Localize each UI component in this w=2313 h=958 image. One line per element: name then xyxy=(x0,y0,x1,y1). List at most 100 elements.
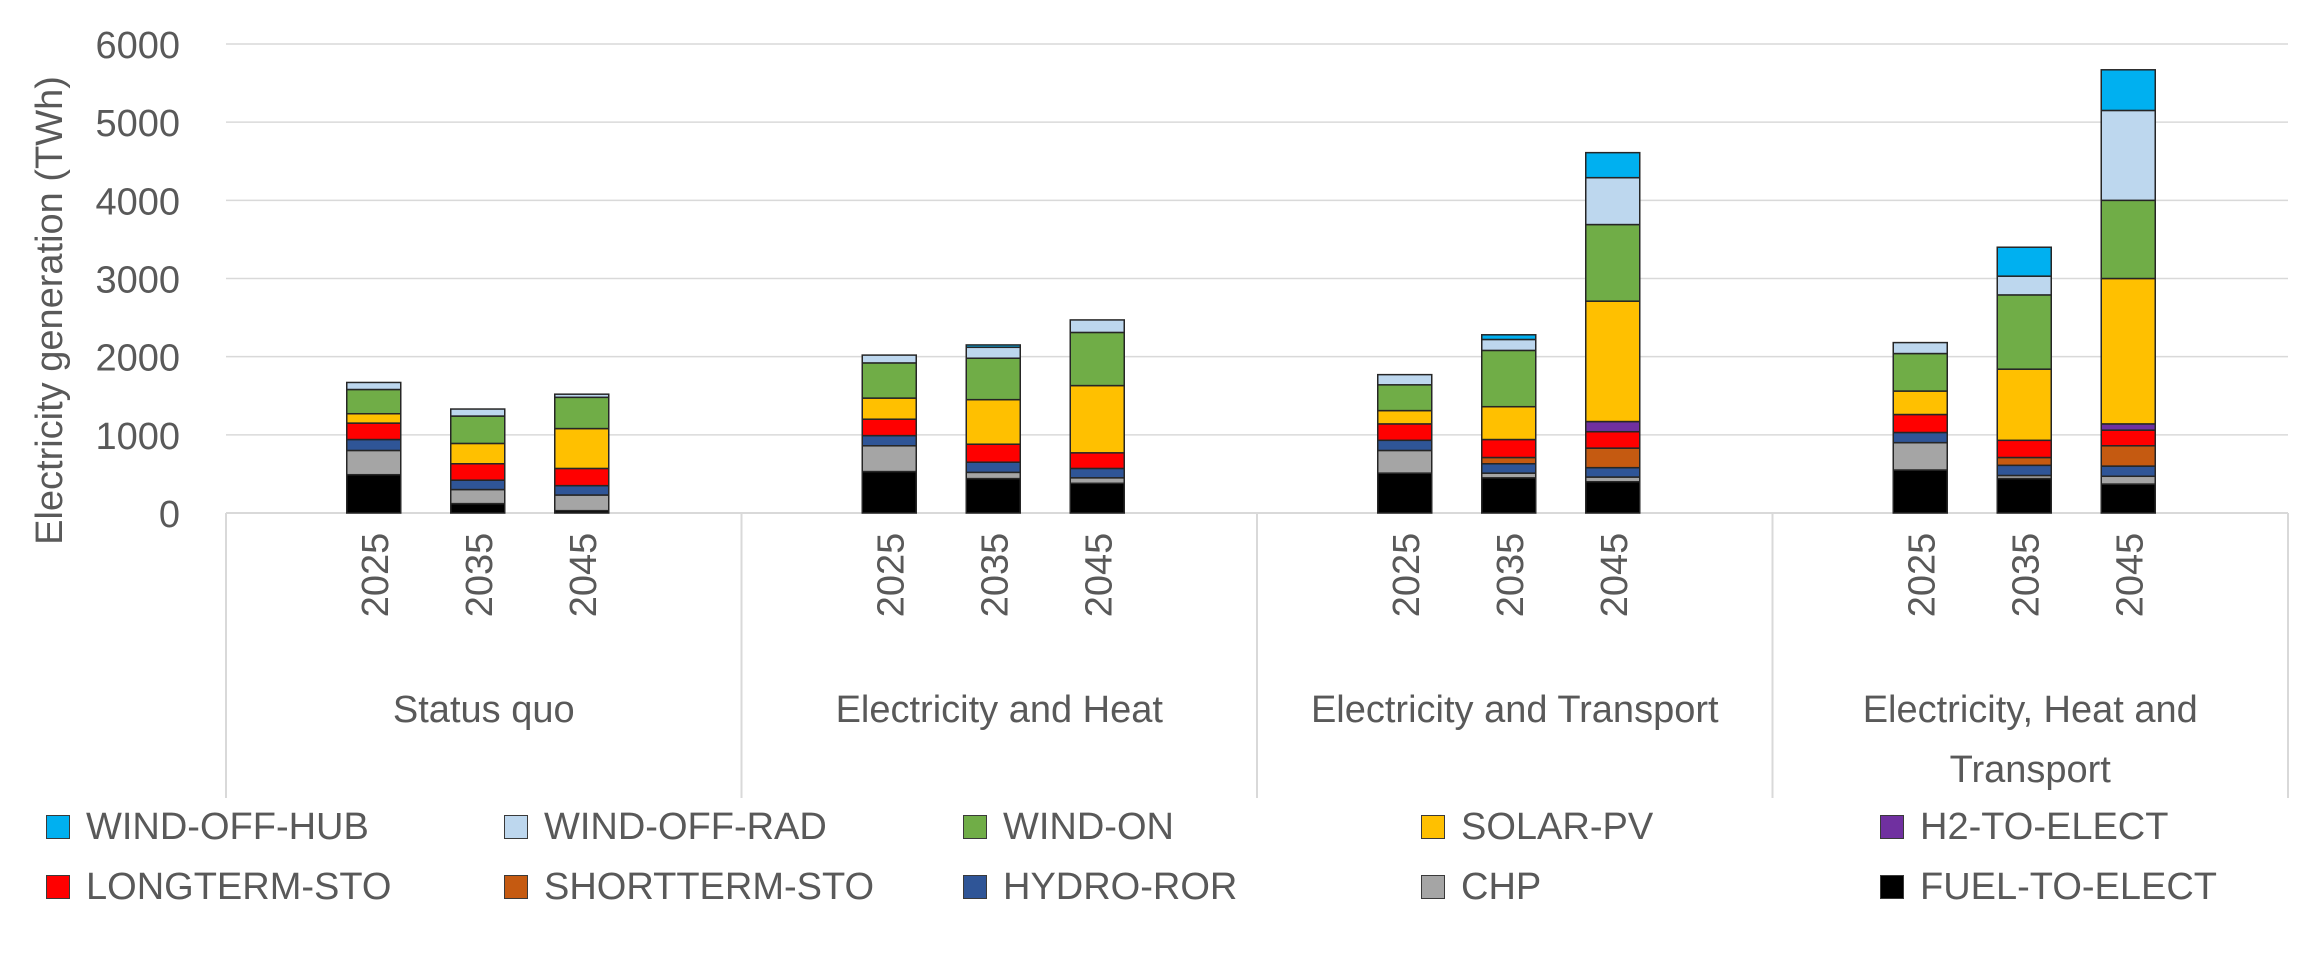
bar-segment-wind-on xyxy=(1996,294,2052,370)
bar-segment-wind-on xyxy=(965,357,1021,401)
bar-segment-wind-off-hub xyxy=(2100,69,2156,112)
bar-segment-wind-on xyxy=(1377,384,1433,412)
bar-segment-wind-off-rad xyxy=(1377,373,1433,386)
legend-item-fuel-to-elect: FUEL-TO-ELECT xyxy=(1880,865,2218,908)
bar-segment-wind-off-hub xyxy=(965,344,1021,349)
legend-item-solar-pv: SOLAR-PV xyxy=(1421,805,1654,848)
x-tick-label: 2045 xyxy=(1078,533,1120,618)
group-label: Electricity and Transport xyxy=(1311,689,1719,731)
bar-segment-hydro-ror xyxy=(2100,465,2156,478)
legend-swatch xyxy=(1421,875,1445,899)
bar-segment-hydro-ror xyxy=(1892,431,1948,444)
bar-segment-wind-on xyxy=(861,362,917,399)
bar-segment-wind-off-rad xyxy=(554,393,610,399)
bar-segment-wind-on xyxy=(1585,223,1641,302)
bar-segment-chp xyxy=(346,449,402,476)
legend-swatch xyxy=(46,815,70,839)
bar-segment-fuel-to-elect xyxy=(1481,477,1537,514)
bar-segment-longterm-sto xyxy=(1069,452,1125,470)
bar-segment-wind-on xyxy=(1481,349,1537,408)
legend-label: FUEL-TO-ELECT xyxy=(1920,865,2218,908)
legend-item-wind-off-hub: WIND-OFF-HUB xyxy=(46,805,369,848)
bar-segment-chp xyxy=(861,445,917,473)
bar-segment-shortterm-sto xyxy=(1585,447,1641,469)
y-tick-label: 5000 xyxy=(95,103,180,145)
y-tick-label: 3000 xyxy=(95,260,180,302)
legend-swatch xyxy=(504,815,528,839)
bar-segment-longterm-sto xyxy=(965,443,1021,463)
legend-label: WIND-OFF-RAD xyxy=(544,805,827,848)
group-label: Status quo xyxy=(393,689,575,731)
legend-item-hydro-ror: HYDRO-ROR xyxy=(963,865,1238,908)
legend-label: WIND-ON xyxy=(1003,805,1174,848)
bar-segment-wind-off-rad xyxy=(1996,275,2052,296)
bar-segment-fuel-to-elect xyxy=(1892,469,1948,514)
bar-segment-wind-off-rad xyxy=(965,346,1021,359)
legend-swatch xyxy=(46,875,70,899)
bar-segment-fuel-to-elect xyxy=(450,502,506,514)
legend-label: SOLAR-PV xyxy=(1461,805,1654,848)
bar-segment-solar-pv xyxy=(1892,390,1948,416)
y-tick-label: 0 xyxy=(159,494,180,536)
bar-segment-chp xyxy=(554,494,610,512)
bar-segment-longterm-sto xyxy=(1481,438,1537,459)
bar-segment-wind-off-rad xyxy=(1892,341,1948,355)
bar-segment-h2-to-elect xyxy=(1585,420,1641,433)
bar-segment-chp xyxy=(1069,477,1125,485)
legend-label: LONGTERM-STO xyxy=(86,865,392,908)
legend-item-wind-off-rad: WIND-OFF-RAD xyxy=(504,805,827,848)
legend-label: CHP xyxy=(1461,865,1542,908)
legend-item-chp: CHP xyxy=(1421,865,1542,908)
bar-segment-solar-pv xyxy=(1069,384,1125,454)
x-tick-label: 2035 xyxy=(2005,533,2047,618)
bar-segment-shortterm-sto xyxy=(1481,456,1537,465)
bar-segment-fuel-to-elect xyxy=(1069,482,1125,514)
bar-segment-longterm-sto xyxy=(450,463,506,481)
y-tick-label: 2000 xyxy=(95,338,180,380)
bar-segment-wind-off-hub xyxy=(1996,246,2052,277)
legend-label: WIND-OFF-HUB xyxy=(86,805,369,848)
bar-segment-solar-pv xyxy=(1996,368,2052,442)
bar-segment-wind-on xyxy=(1069,331,1125,387)
group-label: Electricity and Heat xyxy=(836,689,1164,731)
bar-segment-wind-off-rad xyxy=(1481,338,1537,352)
bar-segment-solar-pv xyxy=(1585,300,1641,423)
bar-segment-shortterm-sto xyxy=(1996,456,2052,467)
bar-segment-wind-off-rad xyxy=(1069,319,1125,334)
legend-label: SHORTTERM-STO xyxy=(544,865,875,908)
legend-swatch xyxy=(1880,875,1904,899)
bar-segment-fuel-to-elect xyxy=(1996,477,2052,514)
bar-segment-wind-on xyxy=(450,415,506,445)
bar-segment-wind-on xyxy=(346,388,402,415)
bar-segment-chp xyxy=(1892,441,1948,471)
x-tick-label: 2035 xyxy=(1490,533,1532,618)
x-tick-label: 2045 xyxy=(2109,533,2151,618)
bar-segment-wind-off-rad xyxy=(1585,176,1641,226)
y-tick-label: 6000 xyxy=(95,25,180,67)
bar-segment-hydro-ror xyxy=(965,461,1021,474)
bar-segment-hydro-ror xyxy=(861,434,917,447)
bar-segment-solar-pv xyxy=(965,398,1021,445)
bar-segment-fuel-to-elect xyxy=(346,473,402,514)
bar-segment-hydro-ror xyxy=(1377,439,1433,452)
x-tick-label: 2025 xyxy=(870,533,912,618)
bar-segment-wind-off-rad xyxy=(346,381,402,391)
bar-segment-chp xyxy=(2100,475,2156,485)
legend-swatch xyxy=(963,815,987,839)
legend-swatch xyxy=(1880,815,1904,839)
x-tick-label: 2035 xyxy=(459,533,501,618)
bar-segment-hydro-ror xyxy=(554,484,610,496)
bar-segment-solar-pv xyxy=(554,427,610,470)
bar-segment-solar-pv xyxy=(346,412,402,424)
bar-segment-solar-pv xyxy=(1481,405,1537,441)
bar-segment-chp xyxy=(965,471,1021,480)
legend-label: HYDRO-ROR xyxy=(1003,865,1238,908)
bar-segment-wind-off-hub xyxy=(1481,334,1537,341)
bar-segment-hydro-ror xyxy=(346,438,402,452)
bar-segment-h2-to-elect xyxy=(2100,423,2156,431)
bar-segment-fuel-to-elect xyxy=(861,470,917,514)
bar-segment-longterm-sto xyxy=(346,422,402,441)
y-tick-label: 4000 xyxy=(95,181,180,223)
